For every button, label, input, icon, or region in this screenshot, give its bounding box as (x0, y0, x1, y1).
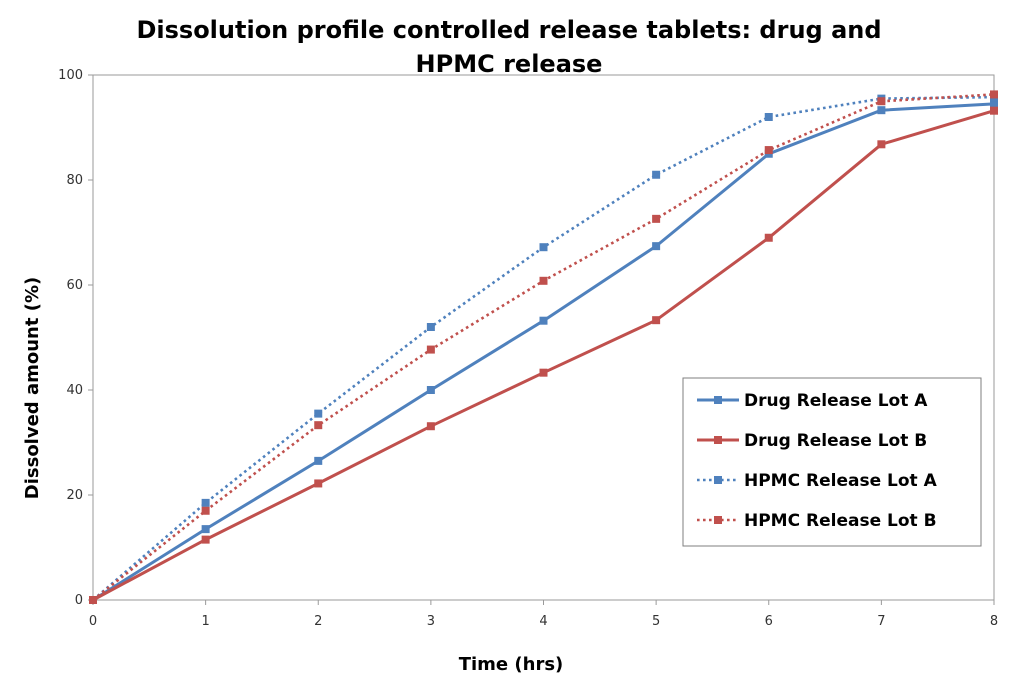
x-tick-label: 8 (990, 614, 998, 629)
data-point-drug-release-lot-a (201, 525, 210, 534)
data-point-hpmc-release-lot-b (201, 506, 210, 515)
y-tick-label: 0 (75, 593, 83, 608)
x-tick-label: 2 (314, 614, 322, 629)
data-point-drug-release-lot-b (426, 422, 435, 431)
chart-title-line-1: Dissolution profile controlled release t… (136, 16, 881, 44)
data-point-hpmc-release-lot-b (539, 276, 548, 285)
data-point-drug-release-lot-a (314, 456, 323, 465)
legend-swatch-marker (714, 436, 722, 444)
x-tick-label: 5 (652, 614, 660, 629)
legend-label: HPMC Release Lot A (744, 471, 938, 491)
x-tick-label: 6 (765, 614, 773, 629)
x-tick-label: 0 (89, 614, 97, 629)
data-point-drug-release-lot-b (201, 535, 210, 544)
x-tick-label: 1 (201, 614, 209, 629)
data-point-drug-release-lot-b (539, 368, 548, 377)
data-point-hpmc-release-lot-b (764, 146, 773, 155)
data-point-drug-release-lot-b (314, 479, 323, 488)
data-point-drug-release-lot-a (652, 242, 661, 251)
data-point-hpmc-release-lot-a (314, 409, 323, 418)
legend-entry-drug-release-lot-b: Drug Release Lot B (697, 431, 927, 451)
legend-label: HPMC Release Lot B (744, 511, 937, 531)
data-point-hpmc-release-lot-a (652, 170, 661, 179)
data-point-hpmc-release-lot-a (539, 243, 548, 252)
data-point-hpmc-release-lot-a (201, 498, 210, 507)
data-point-drug-release-lot-b (652, 316, 661, 325)
data-point-drug-release-lot-a (539, 316, 548, 325)
y-tick-label: 80 (66, 173, 83, 188)
x-tick-label: 4 (539, 614, 547, 629)
data-point-hpmc-release-lot-a (764, 113, 773, 121)
legend-swatch-marker (714, 516, 722, 524)
legend-swatch-marker (714, 396, 722, 404)
y-tick-label: 40 (66, 383, 83, 398)
x-tick-label: 3 (427, 614, 435, 629)
data-point-drug-release-lot-a (426, 386, 435, 394)
legend-entry-hpmc-release-lot-b: HPMC Release Lot B (697, 511, 937, 531)
legend-entries: Drug Release Lot A Drug Release Lot B HPMC… (697, 391, 938, 531)
legend: Drug Release Lot A Drug Release Lot B HPMC… (682, 377, 982, 547)
y-tick-label: 20 (66, 488, 83, 503)
data-point-hpmc-release-lot-b (314, 421, 323, 430)
data-point-drug-release-lot-a (990, 99, 998, 108)
series-hpmc-release-lot-b (89, 90, 998, 604)
chart-title-line-2: HPMC release (416, 50, 603, 78)
y-tick-label: 60 (66, 278, 83, 293)
data-point-drug-release-lot-b (764, 233, 773, 242)
y-axis-title: Dissolved amount (%) (22, 277, 43, 499)
series-layer (89, 90, 998, 604)
legend-box (682, 377, 982, 547)
x-axis-title: Time (hrs) (459, 654, 564, 675)
data-point-hpmc-release-lot-b (89, 596, 97, 604)
legend-entry-hpmc-release-lot-a: HPMC Release Lot A (697, 471, 938, 491)
data-point-hpmc-release-lot-b (877, 97, 886, 106)
legend-entry-drug-release-lot-a: Drug Release Lot A (697, 391, 928, 411)
legend-label: Drug Release Lot A (744, 391, 928, 411)
data-point-hpmc-release-lot-b (990, 90, 998, 99)
data-point-drug-release-lot-b (877, 140, 886, 149)
data-point-drug-release-lot-a (877, 106, 886, 115)
data-point-hpmc-release-lot-a (426, 323, 435, 331)
data-point-drug-release-lot-b (990, 106, 998, 115)
x-tick-label: 7 (877, 614, 885, 629)
data-point-hpmc-release-lot-b (426, 345, 435, 354)
legend-swatch-marker (714, 476, 722, 484)
axes-layer: 0 20 40 60 80 100 0 1 2 3 4 5 6 7 8 (58, 68, 998, 629)
legend-label: Drug Release Lot B (744, 431, 927, 451)
data-point-hpmc-release-lot-b (652, 214, 661, 223)
y-tick-label: 100 (58, 68, 83, 83)
